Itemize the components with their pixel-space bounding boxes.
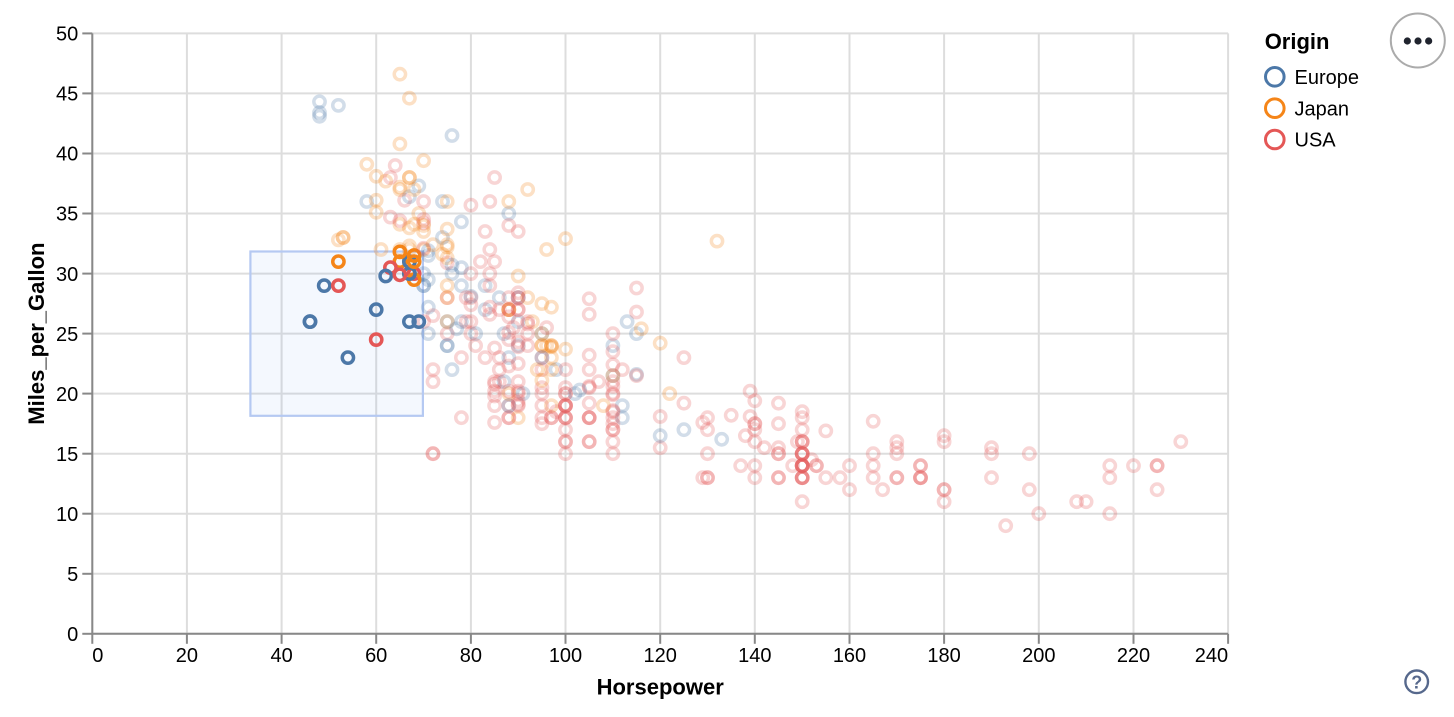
svg-text:Europe: Europe <box>1295 67 1360 89</box>
svg-text:50: 50 <box>56 24 78 46</box>
svg-text:40: 40 <box>56 144 78 166</box>
svg-text:35: 35 <box>56 204 78 226</box>
svg-text:Origin: Origin <box>1265 29 1330 54</box>
svg-text:160: 160 <box>833 645 866 667</box>
svg-text:100: 100 <box>549 645 582 667</box>
svg-text:220: 220 <box>1117 645 1150 667</box>
svg-text:Horsepower: Horsepower <box>597 675 725 700</box>
svg-text:USA: USA <box>1295 130 1337 152</box>
svg-text:80: 80 <box>460 645 482 667</box>
svg-text:30: 30 <box>56 264 78 286</box>
svg-text:20: 20 <box>56 384 78 406</box>
svg-text:Japan: Japan <box>1295 98 1350 120</box>
svg-text:0: 0 <box>67 624 78 646</box>
svg-text:20: 20 <box>176 645 198 667</box>
svg-text:?: ? <box>1411 673 1422 693</box>
svg-text:0: 0 <box>92 645 103 667</box>
svg-text:10: 10 <box>56 504 78 526</box>
svg-text:Miles_per_Gallon: Miles_per_Gallon <box>24 243 49 425</box>
svg-text:45: 45 <box>56 84 78 106</box>
svg-text:120: 120 <box>644 645 677 667</box>
svg-text:140: 140 <box>738 645 771 667</box>
svg-text:180: 180 <box>927 645 960 667</box>
svg-text:240: 240 <box>1195 645 1228 667</box>
svg-text:200: 200 <box>1022 645 1055 667</box>
svg-text:25: 25 <box>56 324 78 346</box>
svg-text:40: 40 <box>270 645 292 667</box>
svg-text:5: 5 <box>67 564 78 586</box>
svg-text:60: 60 <box>365 645 387 667</box>
svg-text:15: 15 <box>56 444 78 466</box>
